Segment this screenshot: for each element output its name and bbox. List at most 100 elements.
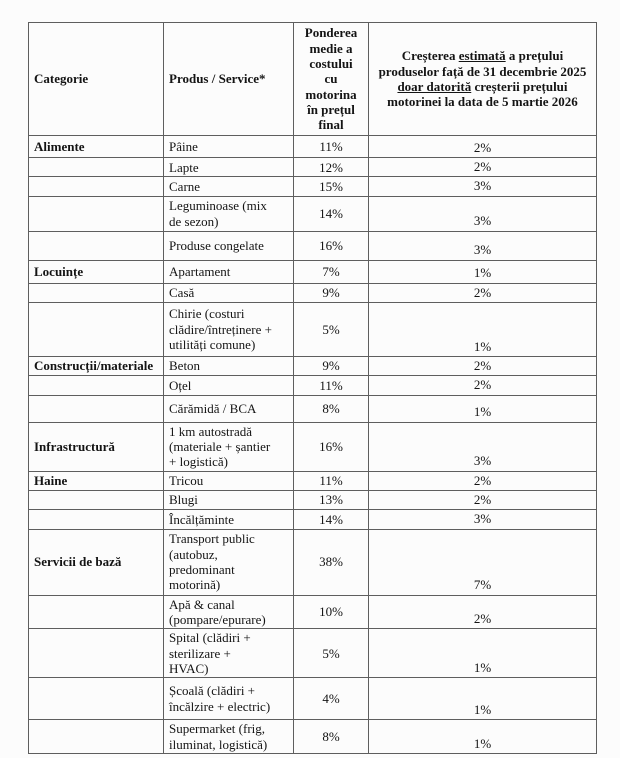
increase-cell: 2%: [368, 594, 597, 630]
weight-cell: 16%: [293, 230, 369, 261]
product-cell: Leguminoase (mix de sezon): [163, 195, 294, 232]
weight-cell: 8%: [293, 719, 369, 754]
category-cell: Locuințe: [28, 259, 164, 284]
table-row: Casă 9% 2%: [28, 282, 597, 303]
weight-cell: 38%: [293, 528, 369, 596]
increase-cell: 1%: [368, 301, 597, 357]
table-row: Leguminoase (mix de sezon) 14% 3%: [28, 195, 597, 232]
table-row: Construcții/materiale Beton 9% 2%: [28, 355, 597, 377]
weight-cell: 9%: [293, 355, 369, 377]
product-cell: Apartament: [163, 259, 294, 284]
product-cell: Oțel: [163, 375, 294, 396]
weight-cell: 10%: [293, 594, 369, 630]
header-categorie: Categorie: [28, 22, 164, 136]
product-cell: Încălțăminte: [163, 509, 294, 530]
table-row: Lapte 12% 2%: [28, 156, 597, 178]
category-cell: [28, 301, 164, 357]
category-cell: Servicii de bază: [28, 528, 164, 596]
header-text: a prețului produselor față de 31 decembr…: [378, 48, 587, 79]
weight-cell: 11%: [293, 470, 369, 491]
increase-cell: 2%: [368, 470, 597, 491]
product-cell: Casă: [163, 282, 294, 303]
table-row: Chirie (costuri clădire/întreținere + ut…: [28, 301, 597, 357]
weight-cell: 7%: [293, 259, 369, 284]
increase-cell: 1%: [368, 394, 597, 423]
weight-cell: 5%: [293, 628, 369, 679]
weight-cell: 13%: [293, 489, 369, 511]
increase-cell: 2%: [368, 282, 597, 303]
weight-cell: 12%: [293, 156, 369, 178]
increase-cell: 1%: [368, 677, 597, 721]
product-cell: Școală (clădiri + încălzire + electric): [163, 677, 294, 721]
product-cell: 1 km autostradă (materiale + șantier + l…: [163, 421, 294, 472]
table-row: Supermarket (frig, iluminat, logistică) 8…: [28, 719, 597, 754]
category-cell: [28, 489, 164, 511]
category-cell: Infrastructură: [28, 421, 164, 472]
weight-cell: 9%: [293, 282, 369, 303]
product-cell: Cărămidă / BCA: [163, 394, 294, 423]
category-cell: [28, 375, 164, 396]
product-cell: Lapte: [163, 156, 294, 178]
underlined-header-text: doar datorită: [397, 79, 472, 94]
increase-cell: 3%: [368, 195, 597, 232]
product-cell: Chirie (costuri clădire/întreținere + ut…: [163, 301, 294, 357]
category-cell: [28, 156, 164, 178]
product-cell: Transport public (autobuz, predominant m…: [163, 528, 294, 596]
category-cell: [28, 677, 164, 721]
increase-cell: 1%: [368, 259, 597, 284]
increase-cell: 3%: [368, 509, 597, 530]
weight-cell: 14%: [293, 195, 369, 232]
increase-cell: 2%: [368, 375, 597, 396]
header-row: Categorie Produs / Service* Ponderea med…: [28, 22, 597, 136]
increase-cell: 1%: [368, 719, 597, 754]
weight-cell: 16%: [293, 421, 369, 472]
category-cell: [28, 176, 164, 197]
category-cell: [28, 195, 164, 232]
category-cell: [28, 230, 164, 261]
header-text: Creșterea: [401, 48, 459, 64]
category-cell: [28, 509, 164, 530]
table-row: Apă & canal (pompare/epurare) 10% 2%: [28, 594, 597, 630]
table-row: Școală (clădiri + încălzire + electric) 4…: [28, 677, 597, 721]
table-row: Infrastructură 1 km autostradă (materiale…: [28, 421, 597, 472]
header-text: creșterii prețului motorinei la data de …: [387, 79, 578, 110]
product-cell: Beton: [163, 355, 294, 377]
increase-cell: 2%: [368, 156, 597, 178]
product-cell: Carne: [163, 176, 294, 197]
category-cell: Alimente: [28, 135, 164, 158]
increase-cell: 1%: [368, 628, 597, 679]
weight-cell: 8%: [293, 394, 369, 423]
product-cell: Produse congelate: [163, 230, 294, 261]
increase-cell: 3%: [368, 176, 597, 197]
table-row: Haine Tricou 11% 2%: [28, 470, 597, 491]
category-cell: [28, 628, 164, 679]
table-row: Spital (clădiri + sterilizare + HVAC) 5% 1…: [28, 628, 597, 679]
increase-cell: 7%: [368, 528, 597, 596]
table-row: Oțel 11% 2%: [28, 375, 597, 396]
header-crestere-estimata: Creșterea estimată a prețului produselor…: [368, 22, 597, 136]
weight-cell: 11%: [293, 135, 369, 158]
category-cell: [28, 282, 164, 303]
table-row: Încălțăminte 14% 3%: [28, 509, 597, 530]
increase-cell: 3%: [368, 421, 597, 472]
increase-cell: 2%: [368, 135, 597, 158]
weight-cell: 5%: [293, 301, 369, 357]
weight-cell: 11%: [293, 375, 369, 396]
increase-cell: 3%: [368, 230, 597, 261]
table-row: Produse congelate 16% 3%: [28, 230, 597, 261]
table-row: Locuințe Apartament 7% 1%: [28, 259, 597, 284]
category-cell: [28, 719, 164, 754]
underlined-header-text: estimată: [458, 48, 506, 64]
product-cell: Blugi: [163, 489, 294, 511]
category-cell: Haine: [28, 470, 164, 491]
table-row: Blugi 13% 2%: [28, 489, 597, 511]
category-cell: [28, 394, 164, 423]
fuel-cost-impact-table: Categorie Produs / Service* Ponderea med…: [28, 22, 597, 754]
increase-cell: 2%: [368, 355, 597, 377]
product-cell: Supermarket (frig, iluminat, logistică): [163, 719, 294, 754]
increase-cell: 2%: [368, 489, 597, 511]
product-cell: Pâine: [163, 135, 294, 158]
table-body: Alimente Pâine 11% 2% Lapte 12% 2% Carne 15% 3% Le…: [28, 135, 597, 754]
product-cell: Spital (clădiri + sterilizare + HVAC): [163, 628, 294, 679]
